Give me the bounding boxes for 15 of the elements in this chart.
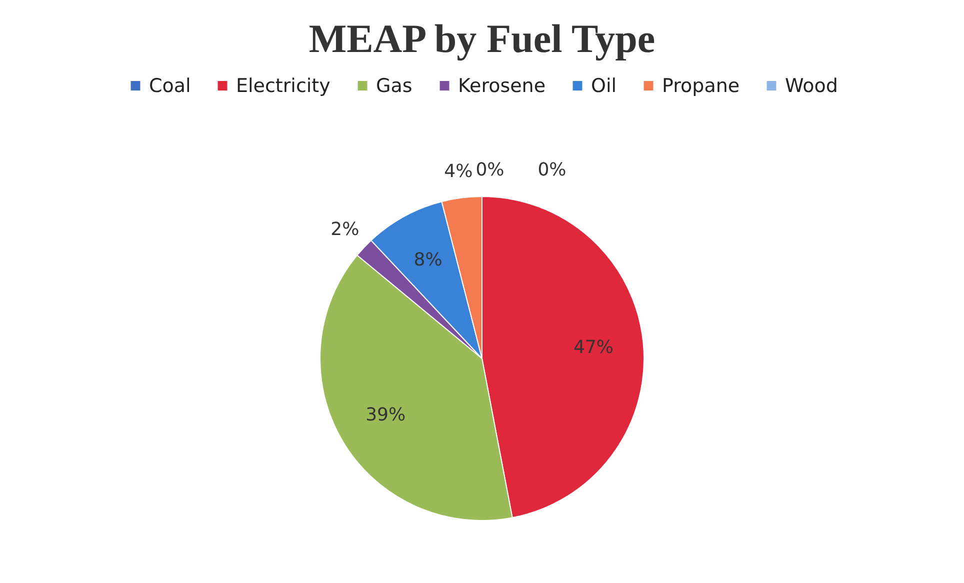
chart-title: MEAP by Fuel Type — [308, 16, 656, 61]
legend-label: Gas — [376, 74, 412, 97]
data-label: 4% — [444, 160, 473, 182]
data-label: 8% — [414, 249, 442, 270]
data-label: 47% — [573, 336, 614, 358]
legend-label: Propane — [662, 74, 740, 97]
legend-label: Electricity — [236, 74, 330, 97]
data-label: 39% — [366, 404, 406, 426]
legend-label: Kerosene — [458, 74, 546, 97]
legend-label: Coal — [149, 74, 191, 97]
text: 0% — [538, 160, 566, 180]
legend-label: Oil — [591, 74, 617, 97]
data-label: 2% — [330, 218, 360, 240]
text: 0% — [476, 160, 504, 180]
legend-label: Wood — [785, 74, 838, 97]
